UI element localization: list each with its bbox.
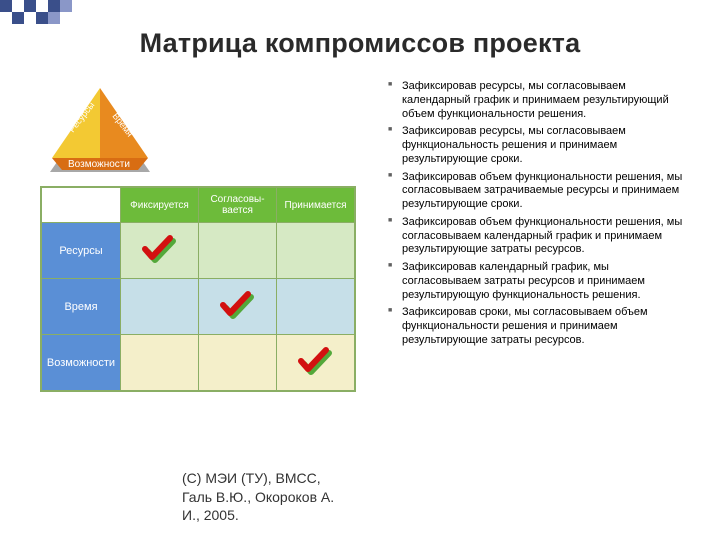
- matrix-row-header: Ресурсы: [42, 222, 120, 278]
- footer-credit: (С) МЭИ (ТУ), ВМСС, Галь В.Ю., Окороков …: [182, 469, 422, 524]
- matrix-row-header: Время: [42, 278, 120, 334]
- tradeoff-matrix: ФиксируетсяСогласовы-ваетсяПринимается Ре…: [40, 186, 356, 392]
- matrix-cell: [276, 334, 354, 390]
- matrix-cell: [276, 222, 354, 278]
- matrix-cell: [120, 334, 198, 390]
- matrix-cell: [198, 222, 276, 278]
- footer-line1: (С) МЭИ (ТУ), ВМСС,: [182, 469, 422, 487]
- matrix-cell: [276, 278, 354, 334]
- matrix-col-header: Фиксируется: [120, 188, 198, 222]
- checkmark-icon: [221, 292, 255, 322]
- matrix-col-header: Согласовы-вается: [198, 188, 276, 222]
- footer-line2: Галь В.Ю., Окороков А.: [182, 488, 422, 506]
- matrix-cell: [120, 222, 198, 278]
- corner-decoration: [0, 0, 130, 24]
- bullet-item: Зафиксировав сроки, мы согласовываем объ…: [388, 306, 690, 347]
- page-title: Матрица компромиссов проекта: [0, 28, 720, 59]
- matrix-corner: [42, 188, 120, 222]
- bullet-list: Зафиксировав ресурсы, мы согласовываем к…: [388, 80, 690, 540]
- matrix-cell: [120, 278, 198, 334]
- matrix-cell: [198, 334, 276, 390]
- matrix-col-header: Принимается: [276, 188, 354, 222]
- bullet-item: Зафиксировав ресурсы, мы согласовываем ф…: [388, 125, 690, 166]
- matrix-row-header: Возможности: [42, 334, 120, 390]
- bullet-item: Зафиксировав объем функциональности реше…: [388, 171, 690, 212]
- matrix-cell: [198, 278, 276, 334]
- bullet-item: Зафиксировав календарный график, мы согл…: [388, 261, 690, 302]
- pyramid-graphic: Ресурсы Время Возможности: [40, 80, 160, 180]
- bullets-ul: Зафиксировав ресурсы, мы согласовываем к…: [388, 80, 690, 348]
- bullet-item: Зафиксировав объем функциональности реше…: [388, 216, 690, 257]
- checkmark-icon: [299, 348, 333, 378]
- footer-line3: И., 2005.: [182, 506, 422, 524]
- checkmark-icon: [143, 236, 177, 266]
- bullet-item: Зафиксировав ресурсы, мы согласовываем к…: [388, 80, 690, 121]
- pyramid-label-base: Возможности: [68, 159, 130, 170]
